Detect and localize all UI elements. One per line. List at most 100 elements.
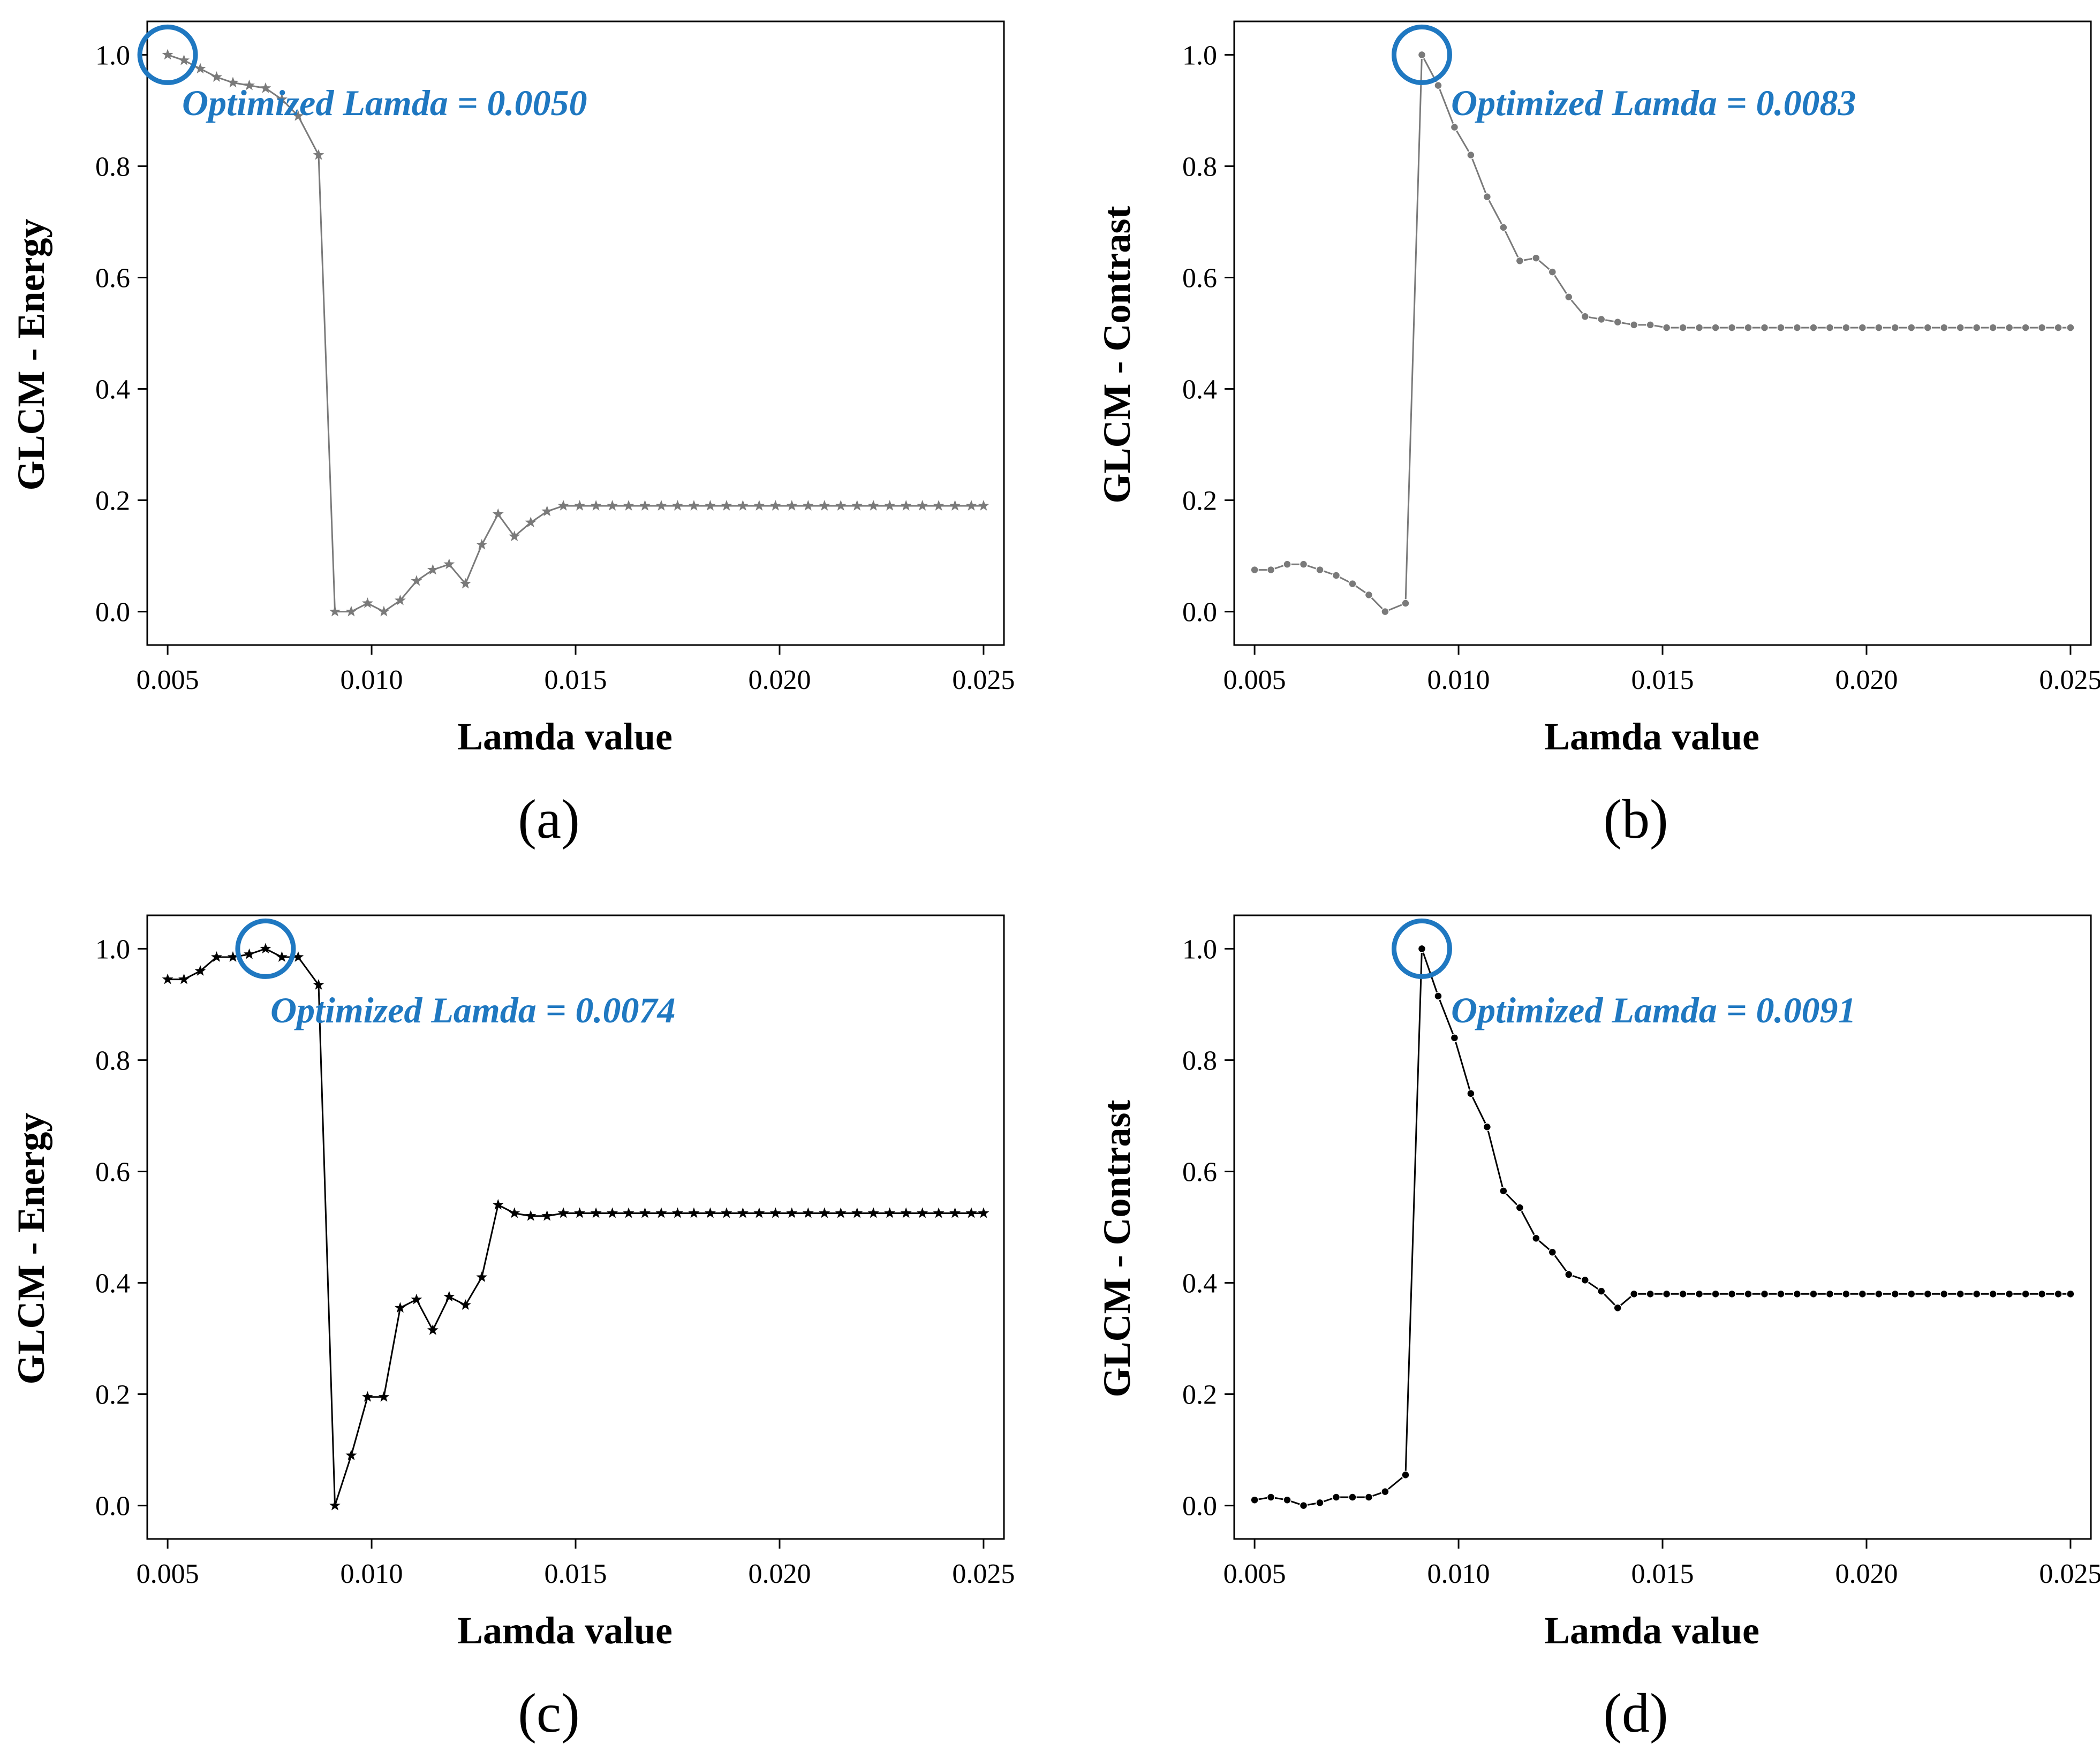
y-tick-label: 0.4 bbox=[95, 375, 130, 405]
data-point bbox=[965, 1207, 977, 1218]
data-point bbox=[1548, 268, 1557, 276]
data-point bbox=[1348, 1493, 1357, 1501]
data-point bbox=[194, 965, 206, 976]
data-point bbox=[1299, 1501, 1308, 1510]
y-axis-title: GLCM - Contrast bbox=[1096, 206, 1138, 504]
data-point bbox=[1939, 323, 1948, 332]
data-point bbox=[443, 1291, 455, 1302]
data-point bbox=[260, 82, 271, 93]
data-point bbox=[802, 1207, 814, 1218]
y-tick-label: 0.8 bbox=[1182, 1045, 1217, 1076]
x-tick-label: 0.010 bbox=[1427, 665, 1490, 695]
data-point bbox=[557, 499, 569, 511]
data-point bbox=[1662, 1290, 1671, 1299]
data-point bbox=[459, 578, 471, 589]
data-point bbox=[1401, 1470, 1410, 1480]
data-point bbox=[1381, 607, 1389, 616]
data-point bbox=[557, 1207, 569, 1218]
y-tick-label: 0.8 bbox=[95, 151, 130, 182]
data-point bbox=[1450, 1034, 1459, 1042]
data-point bbox=[509, 530, 520, 542]
x-tick-label: 0.025 bbox=[2039, 665, 2100, 695]
data-point bbox=[819, 499, 830, 511]
data-point bbox=[244, 948, 255, 959]
panel-label: (c) bbox=[518, 1682, 579, 1744]
data-point bbox=[769, 1207, 781, 1218]
data-point bbox=[2066, 323, 2075, 332]
data-point bbox=[1972, 323, 1981, 332]
data-point bbox=[835, 1207, 847, 1218]
x-tick-label: 0.025 bbox=[952, 665, 1015, 695]
data-point bbox=[737, 1207, 749, 1218]
series-line bbox=[168, 947, 984, 1506]
data-point bbox=[639, 1207, 651, 1218]
data-point bbox=[1613, 1303, 1622, 1313]
x-tick-label: 0.010 bbox=[341, 665, 403, 695]
data-point bbox=[244, 79, 255, 90]
data-point bbox=[1809, 1290, 1818, 1299]
data-point bbox=[2021, 1290, 2030, 1299]
x-axis-title: Lamda value bbox=[457, 715, 673, 758]
x-axis-title: Lamda value bbox=[1544, 715, 1759, 758]
data-point bbox=[1597, 315, 1606, 324]
data-point bbox=[1499, 1187, 1508, 1195]
data-point bbox=[1727, 323, 1736, 332]
data-point bbox=[476, 539, 488, 550]
y-tick-label: 1.0 bbox=[1182, 934, 1217, 965]
data-point bbox=[1483, 192, 1492, 201]
x-tick-label: 0.020 bbox=[1835, 665, 1898, 695]
data-point bbox=[2005, 1290, 2014, 1299]
data-point bbox=[1777, 323, 1785, 332]
chart-panel-c: 0.005 0.010 0.015 0.020 0.025 0.0 0.2 0.4 0.6 0.8… bbox=[10, 914, 1015, 1744]
data-point bbox=[1597, 1287, 1606, 1295]
x-tick-label: 0.005 bbox=[137, 1559, 199, 1589]
data-point bbox=[786, 499, 798, 511]
data-point bbox=[721, 499, 732, 511]
data-point bbox=[260, 943, 271, 954]
y-tick-label: 0.4 bbox=[95, 1269, 130, 1299]
data-point bbox=[361, 597, 373, 608]
chart-panel-d: 0.005 0.010 0.015 0.020 0.025 0.0 0.2 0.4 0.6 0.8… bbox=[1096, 914, 2100, 1744]
y-tick-label: 0.2 bbox=[1182, 486, 1217, 517]
optimum-highlight-circle bbox=[137, 24, 198, 85]
data-point bbox=[1646, 1290, 1655, 1299]
data-point bbox=[1548, 1248, 1557, 1257]
y-tick-label: 0.0 bbox=[1182, 1491, 1217, 1522]
data-point bbox=[2037, 323, 2046, 332]
data-point bbox=[329, 1499, 341, 1511]
data-point bbox=[607, 1207, 618, 1218]
series-line bbox=[167, 54, 984, 613]
data-point bbox=[737, 499, 749, 511]
data-point bbox=[2054, 323, 2063, 332]
data-point bbox=[949, 499, 961, 511]
panel-label: (b) bbox=[1603, 788, 1668, 850]
x-tick-label: 0.010 bbox=[1427, 1559, 1490, 1589]
chart-panel-b: 0.005 0.010 0.015 0.020 0.025 0.0 0.2 0.4 0.6 0.8… bbox=[1096, 20, 2100, 850]
data-point bbox=[509, 1207, 520, 1218]
data-point bbox=[1989, 1290, 1997, 1299]
y-tick-label: 0.8 bbox=[95, 1045, 130, 1076]
data-point bbox=[394, 594, 406, 605]
data-point bbox=[1483, 1123, 1492, 1132]
data-point bbox=[394, 1302, 406, 1313]
data-point bbox=[1381, 1487, 1389, 1496]
data-point bbox=[2054, 1290, 2063, 1299]
data-point bbox=[917, 499, 928, 511]
data-point bbox=[835, 499, 847, 511]
data-point bbox=[721, 1207, 732, 1218]
data-point bbox=[1711, 1290, 1720, 1299]
y-tick-label: 0.6 bbox=[95, 263, 130, 293]
optimum-highlight-circle bbox=[1391, 918, 1452, 979]
data-point bbox=[1662, 323, 1671, 332]
data-point bbox=[607, 499, 618, 511]
data-point bbox=[1364, 590, 1373, 600]
data-point bbox=[1744, 323, 1752, 332]
data-point bbox=[786, 1207, 798, 1218]
data-point bbox=[427, 1324, 439, 1335]
data-point bbox=[329, 605, 341, 617]
y-tick-label: 0.4 bbox=[1182, 375, 1217, 405]
data-point bbox=[1727, 1290, 1736, 1299]
data-point bbox=[162, 973, 173, 984]
data-point bbox=[227, 77, 239, 88]
y-axis-title: GLCM - Contrast bbox=[1096, 1100, 1138, 1398]
